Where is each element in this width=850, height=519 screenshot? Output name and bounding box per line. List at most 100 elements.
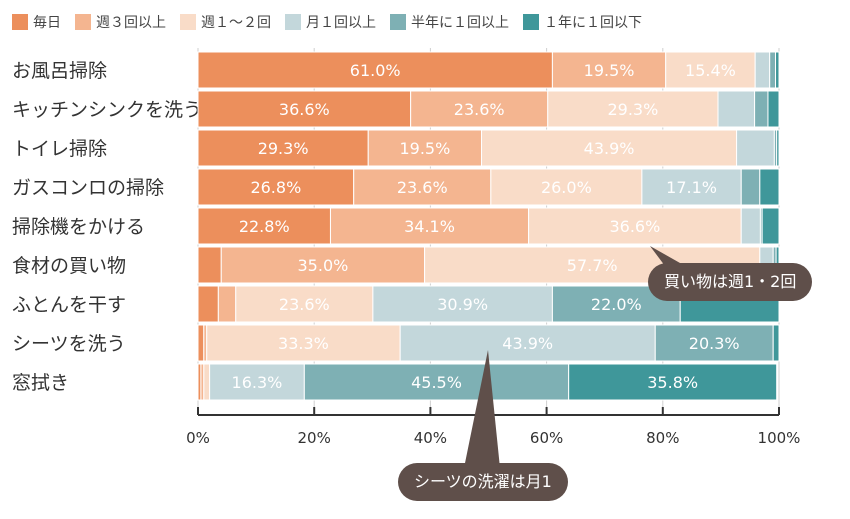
bar-segment (740, 168, 761, 206)
data-label: 35.0% (298, 256, 349, 275)
bar-segment (772, 324, 780, 362)
bar-segment (761, 207, 780, 245)
data-label: 29.3% (258, 139, 309, 158)
bar-segment (235, 285, 374, 323)
legend-item: 週１～２回 (180, 12, 271, 32)
data-label: 29.3% (607, 100, 658, 119)
bar-segment (754, 51, 771, 89)
bar-segment (568, 363, 778, 401)
data-label: 36.6% (609, 217, 660, 236)
legend-item: 半年に１回以上 (390, 12, 509, 32)
bar-segment (367, 129, 483, 167)
data-label: 22.0% (591, 295, 642, 314)
x-tick-label: 20% (298, 429, 331, 447)
legend-swatch (180, 14, 196, 30)
data-label: 35.8% (647, 373, 698, 392)
bar-segment (769, 51, 777, 89)
data-label: 36.6% (279, 100, 330, 119)
data-label: 57.7% (567, 256, 618, 275)
bar-segment (197, 51, 553, 89)
category-label: シーツを洗う (12, 333, 126, 355)
data-label: 30.9% (437, 295, 488, 314)
bar-segment (197, 90, 412, 128)
x-tick-label: 60% (530, 429, 563, 447)
bar-segment (547, 90, 719, 128)
bar-segment (740, 207, 761, 245)
legend-item: 月１回以上 (285, 12, 376, 32)
legend-item: 週３回以上 (75, 12, 166, 32)
legend-swatch (12, 14, 28, 30)
category-label: お風呂掃除 (12, 60, 107, 82)
bar-segment (759, 168, 780, 206)
legend-label: １年に１回以下 (544, 15, 642, 31)
data-label: 43.9% (502, 334, 553, 353)
bar-segment (220, 246, 426, 284)
bar-segment (654, 324, 774, 362)
data-label: 15.4% (685, 61, 736, 80)
category-label: ふとんを干す (12, 294, 126, 316)
bar-segment (776, 129, 780, 167)
bar-segment (767, 90, 780, 128)
data-label: 33.3% (278, 334, 329, 353)
bar-segment (775, 51, 780, 89)
category-label: 窓拭き (12, 372, 69, 394)
data-label: 19.5% (399, 139, 450, 158)
data-label: 19.5% (584, 61, 635, 80)
callout-pointer (464, 350, 500, 468)
bar-segment (203, 363, 211, 401)
data-label: 61.0% (350, 61, 401, 80)
data-label: 17.1% (666, 178, 717, 197)
bar-segment (551, 51, 667, 89)
x-tick-label: 100% (758, 429, 801, 447)
data-label: 26.0% (541, 178, 592, 197)
legend-item: １年に１回以下 (523, 12, 642, 32)
bar-segment (490, 168, 643, 206)
callout-shopping: 買い物は週1・2回 (648, 263, 813, 301)
legend-swatch (390, 14, 406, 30)
bar-segment (217, 285, 237, 323)
bar-segment (736, 129, 775, 167)
data-label: 23.6% (279, 295, 330, 314)
legend-label: 毎日 (33, 15, 61, 31)
data-label: 43.9% (584, 139, 635, 158)
callout-pointer (650, 246, 680, 266)
bar-segment (197, 129, 369, 167)
legend-swatch (75, 14, 91, 30)
category-label: トイレ掃除 (12, 138, 107, 160)
category-label: 掃除機をかける (12, 216, 145, 238)
chart-legend: 毎日 週３回以上 週１～２回 月１回以上 半年に１回以上 １年に１回以下 (12, 12, 642, 32)
data-label: 23.6% (397, 178, 448, 197)
callout-sheets: シーツの洗濯は月1 (398, 463, 568, 501)
category-label: ガスコンロの掃除 (12, 177, 164, 199)
bar-segment (206, 324, 401, 362)
legend-label: 月１回以上 (306, 15, 376, 31)
bar-segment (197, 285, 219, 323)
legend-item: 毎日 (12, 12, 61, 32)
data-label: 23.6% (454, 100, 505, 119)
bar-segment (641, 168, 742, 206)
data-label: 22.8% (239, 217, 290, 236)
data-label: 20.3% (689, 334, 740, 353)
bar-segment (197, 246, 222, 284)
legend-label: 週１～２回 (201, 15, 271, 31)
bar-segment (754, 90, 769, 128)
x-tick-label: 0% (186, 429, 210, 447)
x-tick-label: 40% (414, 429, 447, 447)
data-label: 16.3% (232, 373, 283, 392)
data-label: 26.8% (250, 178, 301, 197)
legend-label: 半年に１回以上 (411, 15, 509, 31)
data-label: 34.1% (404, 217, 455, 236)
bar-segment (665, 51, 756, 89)
x-tick-label: 80% (646, 429, 679, 447)
legend-label: 週３回以上 (96, 15, 166, 31)
category-label: 食材の買い物 (12, 255, 126, 277)
data-label: 45.5% (411, 373, 462, 392)
bar-segment (528, 207, 742, 245)
legend-swatch (523, 14, 539, 30)
bar-segment (372, 285, 553, 323)
legend-swatch (285, 14, 301, 30)
bar-segment (197, 324, 205, 362)
bar-segment (303, 363, 570, 401)
bar-segment (717, 90, 756, 128)
